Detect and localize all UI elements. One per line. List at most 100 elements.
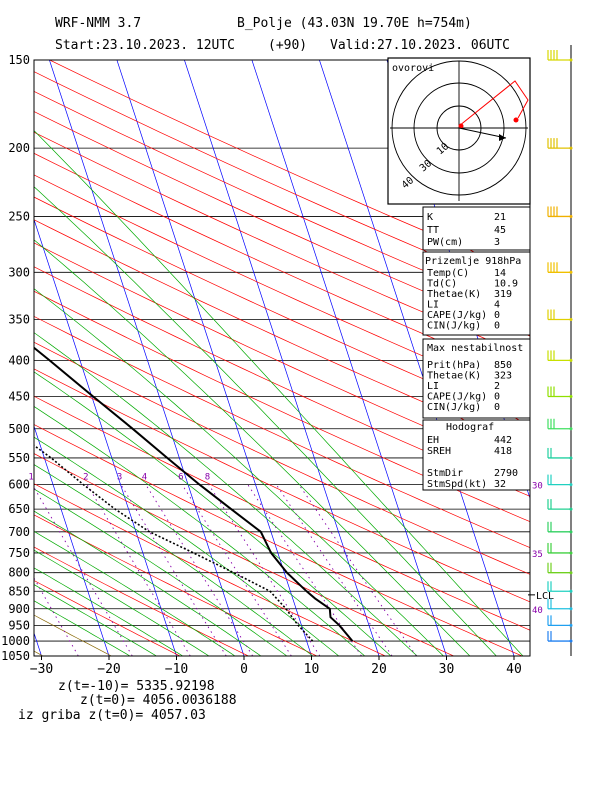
mixing-ratio-label: 3 — [117, 473, 122, 483]
mixing-ratio-line — [34, 486, 133, 656]
barb-dot — [569, 571, 573, 575]
index-value: 0 — [494, 321, 500, 332]
y-tick-label: 650 — [8, 502, 30, 516]
hodograph-trace — [458, 80, 529, 127]
isotherm — [34, 218, 177, 656]
barb-dot — [569, 214, 573, 218]
x-tick-label: 20 — [371, 662, 387, 677]
index-value: 0 — [494, 402, 500, 413]
y-tick-label: 150 — [8, 53, 30, 67]
isotherm — [49, 60, 245, 656]
sounding-profiles — [34, 346, 354, 642]
index-label: Td(C) — [427, 279, 457, 290]
wind-barb — [547, 447, 573, 460]
dry-adiabat — [34, 131, 530, 358]
index-value: 4 — [494, 300, 500, 311]
mixing-ratio-line — [247, 484, 362, 656]
barb-dot — [569, 639, 573, 643]
barb-dot — [569, 270, 573, 274]
indices-box-stability: K 21 TT 45 PW(cm) 3 — [422, 206, 531, 251]
dry-adiabat — [34, 424, 523, 656]
y-tick-label: 850 — [8, 584, 30, 598]
index-label: Thetae(K) — [427, 289, 481, 300]
background-grid — [34, 60, 530, 656]
wind-barb — [547, 499, 573, 511]
dry-adiabat — [34, 395, 530, 631]
moist-adiabat — [34, 549, 210, 656]
mixing-ratio-line — [181, 484, 292, 656]
x-tick-label: 10 — [304, 662, 320, 677]
y-tick-label: 1000 — [1, 634, 30, 648]
moist-adiabat — [34, 510, 262, 656]
mixing-ratio-line — [86, 484, 191, 656]
wind-barb — [547, 598, 573, 611]
barb-dot — [569, 456, 573, 460]
maxinst-box-title: Max nestabilnost — [427, 343, 523, 354]
wind-barb — [547, 521, 573, 534]
dry-adiabat — [34, 368, 530, 603]
mixing-ratio-label: 4 — [142, 473, 147, 483]
mixing-ratio-line — [120, 484, 227, 656]
wind-barb — [547, 581, 573, 593]
index-label: LI — [427, 381, 439, 392]
hodo-box-title: Hodograf — [446, 422, 494, 433]
mixing-ratio-line — [145, 484, 254, 656]
index-value: 2790 — [494, 468, 518, 479]
theta-e-label: 35 — [532, 550, 543, 560]
dry-adiabat — [34, 174, 530, 402]
indices-box-max-instability: Max nestabilnost Prit(hPa) 850 Thetae(K) 32… — [422, 338, 531, 419]
moist-adiabat — [34, 130, 524, 656]
x-axis-ticks: −30 −20 −10 0 10 20 30 40 — [30, 656, 522, 677]
theta-e-label: 30 — [532, 482, 543, 492]
index-value: 319 — [494, 289, 512, 300]
hodo-point-surface — [458, 123, 464, 129]
wind-barb — [547, 262, 573, 274]
dry-adiabat — [34, 483, 386, 656]
height-zero-grib: iz griba z(t=0)= 4057.03 — [18, 708, 206, 723]
mixing-ratio-line — [298, 484, 417, 656]
index-label: Prit(hPa) — [427, 360, 481, 371]
wind-barb — [547, 350, 573, 362]
mixing-ratio-label: 1 — [28, 473, 33, 483]
moist-adiabat — [34, 584, 157, 656]
dry-adiabat — [34, 111, 530, 337]
x-tick-label: −10 — [165, 662, 188, 677]
y-tick-label: 1050 — [1, 649, 30, 663]
barb-dot — [569, 358, 573, 362]
y-tick-label: 200 — [8, 141, 30, 155]
moist-adiabat — [34, 436, 340, 656]
pw-label: PW(cm) — [427, 237, 463, 248]
y-tick-label: 950 — [8, 618, 30, 632]
dry-adiabat — [34, 242, 530, 473]
moist-adiabat — [34, 371, 392, 656]
wind-barb — [547, 474, 573, 487]
moist-adiabat — [34, 406, 366, 656]
index-value: 10.9 — [494, 279, 518, 290]
x-tick-label: −30 — [30, 662, 53, 677]
height-zero: z(t=0)= 4056.0036188 — [80, 693, 237, 708]
y-axis-ticks: 150 200 250 300 350 400 450 500 550 600 650 700 750 8… — [1, 53, 30, 663]
y-tick-label: 800 — [8, 566, 30, 580]
isotherm — [184, 60, 380, 656]
moist-adiabat — [34, 464, 314, 656]
pw-value: 3 — [494, 237, 500, 248]
index-label: StmDir — [427, 468, 463, 479]
moist-adiabat — [34, 332, 418, 656]
tt-index-label: TT — [427, 225, 439, 236]
index-value: 14 — [494, 268, 506, 279]
y-tick-label: 750 — [8, 546, 30, 560]
index-label: StmSpd(kt) — [427, 479, 487, 490]
index-value: 0 — [494, 310, 500, 321]
dry-adiabat — [34, 546, 249, 656]
wind-barb — [547, 562, 573, 575]
dry-adiabat — [34, 315, 530, 549]
dry-adiabat — [34, 514, 317, 656]
x-tick-label: 40 — [506, 662, 522, 677]
x-tick-label: −20 — [97, 662, 120, 677]
dry-adiabat — [34, 219, 530, 449]
isotherm — [319, 60, 515, 656]
y-tick-label: 300 — [8, 265, 30, 279]
moist-adiabat — [34, 567, 183, 656]
barb-dot — [569, 483, 573, 487]
